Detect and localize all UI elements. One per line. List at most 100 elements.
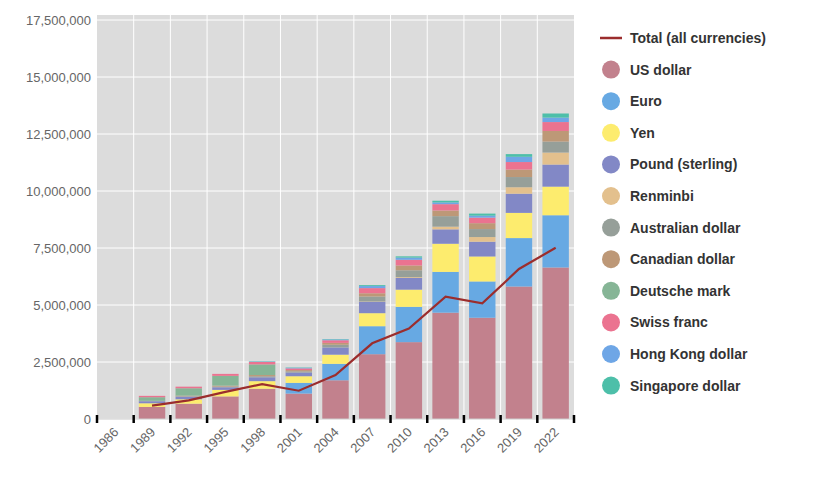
bar-segment <box>506 162 532 170</box>
bar-segment <box>506 287 532 419</box>
legend-swatch <box>602 377 620 395</box>
bar-segment <box>359 313 385 326</box>
grid-line <box>97 77 574 78</box>
y-tick-label: 7,500,000 <box>33 241 91 256</box>
bar-segment <box>249 361 275 362</box>
legend-swatch <box>602 124 620 142</box>
legend-swatch <box>602 219 620 237</box>
legend-label: Singapore dollar <box>630 378 741 394</box>
x-tick <box>499 415 502 423</box>
legend-label: Renminbi <box>630 188 694 204</box>
x-tick-label: 2016 <box>457 425 488 456</box>
bar-segment <box>432 216 458 227</box>
bar-segment <box>249 361 275 362</box>
bar-segment <box>359 302 385 313</box>
x-tick <box>389 415 392 423</box>
bar-segment <box>139 401 165 403</box>
vertical-grid-line <box>207 15 208 419</box>
vertical-grid-line <box>463 15 464 419</box>
legend-label: Canadian dollar <box>630 251 736 267</box>
bar-segment <box>542 122 568 131</box>
y-tick-label: 0 <box>84 412 91 427</box>
x-tick-label: 1992 <box>164 425 195 456</box>
legend-swatch <box>602 282 620 300</box>
total-line <box>152 248 556 406</box>
legend-swatch <box>600 37 622 40</box>
x-tick-label: 1995 <box>200 425 231 456</box>
bar-segment <box>542 118 568 122</box>
grid-line <box>97 134 574 135</box>
legend-entry: Yen <box>602 124 655 142</box>
bar-segment <box>286 368 312 370</box>
y-tick-label: 10,000,000 <box>26 184 91 199</box>
bar-segment <box>249 376 275 377</box>
legend-swatch <box>602 345 620 363</box>
legend-label: Hong Kong dollar <box>630 346 748 362</box>
legend-swatch <box>602 187 620 205</box>
bar-segment <box>542 114 568 118</box>
vertical-grid-line <box>537 15 538 419</box>
legend-swatch <box>602 250 620 268</box>
bar-segment <box>506 194 532 213</box>
x-tick <box>426 415 429 423</box>
bar-segment <box>396 270 422 277</box>
bar-segment <box>322 340 348 343</box>
bar-segment <box>432 272 458 313</box>
bar-segment <box>432 211 458 217</box>
bar-segment <box>469 214 495 216</box>
bar-segment <box>542 131 568 142</box>
bar-segment <box>212 376 238 386</box>
bar-segment <box>542 165 568 187</box>
bar-segment <box>432 229 458 243</box>
bar-segment <box>432 244 458 272</box>
bar-segment <box>396 290 422 307</box>
bar-segment <box>249 362 275 364</box>
bar-segment <box>286 394 312 419</box>
bar-segment <box>139 397 165 401</box>
x-tick <box>353 415 356 423</box>
legend-swatch <box>602 61 620 79</box>
bar-segment <box>506 187 532 193</box>
bar-segment <box>249 377 275 381</box>
legend-entry: US dollar <box>602 61 692 79</box>
vertical-grid-line <box>243 15 244 419</box>
bar-segment <box>396 278 422 290</box>
bar-segment <box>322 355 348 364</box>
bar-segment <box>432 204 458 210</box>
bar-segment <box>396 260 422 266</box>
bar-segment <box>469 242 495 257</box>
legend-entry: Singapore dollar <box>602 377 741 395</box>
y-tick-label: 5,000,000 <box>33 298 91 313</box>
y-tick-label: 2,500,000 <box>33 355 91 370</box>
bar-segment <box>396 256 422 257</box>
bar-segment <box>506 213 532 238</box>
x-tick-label: 2019 <box>494 425 525 456</box>
grid-line <box>97 419 574 420</box>
bar-segment <box>396 265 422 270</box>
bar-segment <box>506 157 532 162</box>
y-tick-label: 15,000,000 <box>26 70 91 85</box>
x-tick <box>279 415 282 423</box>
x-tick <box>243 415 246 423</box>
bar-segment <box>506 154 532 157</box>
x-tick <box>316 415 319 423</box>
x-tick-label: 2001 <box>274 425 305 456</box>
x-tick <box>96 415 99 423</box>
x-tick-label: 1989 <box>127 425 158 456</box>
bar-segment <box>322 380 348 419</box>
bar-segment <box>212 374 238 376</box>
bar-segment <box>469 237 495 242</box>
bar-segment <box>469 256 495 281</box>
bar-segment <box>359 293 385 296</box>
y-tick-label: 17,500,000 <box>26 13 91 28</box>
bar-segment <box>286 367 312 369</box>
bar-segment <box>469 216 495 218</box>
x-tick-label: 2022 <box>531 425 562 456</box>
bar-segment <box>432 201 458 203</box>
legend-entry: Renminbi <box>602 187 694 205</box>
bar-segment <box>176 396 202 397</box>
vertical-grid-line <box>133 15 134 419</box>
bar-segment <box>212 386 238 388</box>
bar-segment <box>469 281 495 317</box>
bar-segment <box>249 389 275 419</box>
